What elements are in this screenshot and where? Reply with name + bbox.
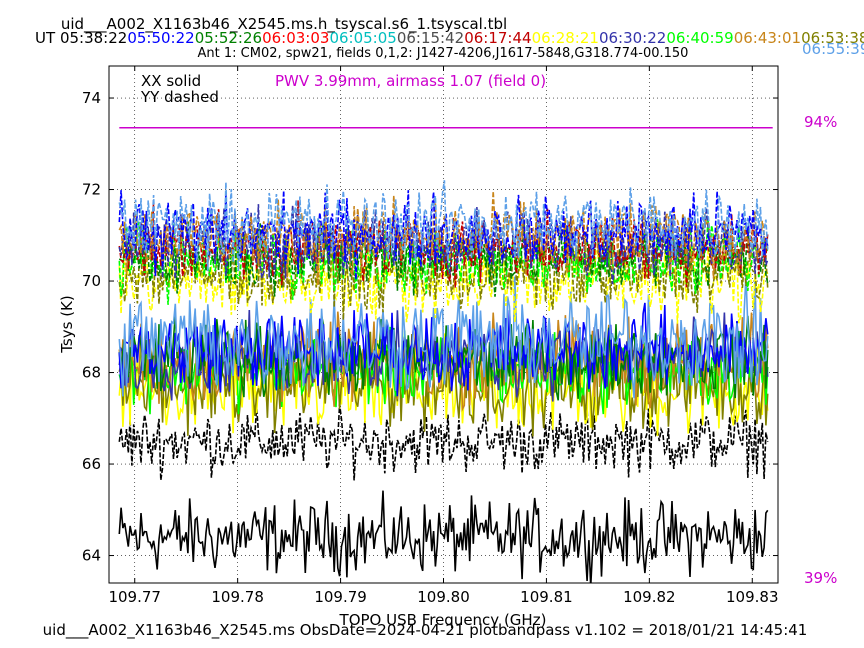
x-tick-label: 109.83	[726, 588, 779, 606]
ut-time-6: 06:17:44	[464, 29, 531, 47]
transmission-bottom-label: 39%	[804, 569, 837, 587]
series-line-14	[118, 200, 769, 288]
ut-time-2: 05:52:26	[195, 29, 262, 47]
series-line-15	[118, 204, 769, 285]
x-tick-label: 109.81	[520, 588, 573, 606]
y-tick-label: 74	[82, 89, 101, 107]
y-tick-label: 70	[82, 272, 101, 290]
series-line-0	[118, 490, 769, 583]
x-tick-label: 109.80	[417, 588, 470, 606]
ut-time-11: 06:53:38	[801, 29, 864, 47]
series-line-18	[118, 180, 769, 272]
x-tick-label: 109.77	[108, 588, 161, 606]
y-axis-label: Tsys (K)	[58, 295, 76, 354]
ut-time-8: 06:30:22	[599, 29, 666, 47]
chart-title: uid___A002_X1163b46_X2545.ms.h_tsyscal.s…	[61, 15, 507, 34]
series-line-9	[118, 274, 769, 399]
y-tick-label: 64	[82, 547, 101, 565]
x-tick-label: 109.82	[623, 588, 676, 606]
y-tick-label: 68	[82, 364, 101, 382]
legend-yy: YY dashed	[140, 88, 219, 106]
y-tick-label: 72	[82, 181, 101, 199]
x-tick-label: 109.79	[314, 588, 367, 606]
ut-time-1: 05:50:22	[127, 29, 194, 47]
ut-time-5: 06:15:42	[397, 29, 464, 47]
x-tick-label: 109.78	[211, 588, 264, 606]
footer-text: uid___A002_X1163b46_X2545.ms ObsDate=202…	[43, 621, 808, 640]
series-line-10	[118, 241, 769, 324]
chart-subtitle: Ant 1: CM02, spw21, fields 0,1,2: J1427-…	[198, 46, 689, 61]
transmission-top-label: 94%	[804, 113, 837, 131]
pwv-annotation: PWV 3.99mm, airmass 1.07 (field 0)	[275, 72, 546, 90]
legend-xx: XX solid	[141, 72, 201, 90]
ut-time-list: UT 05:38:2205:50:2205:52:2606:03:0306:05…	[35, 29, 864, 47]
ut-time-10: 06:43:01	[734, 29, 801, 47]
ut-time-7: 06:28:21	[532, 29, 599, 47]
ut-time-12: 06:55:39	[802, 40, 864, 58]
ut-time-4: 06:05:05	[329, 29, 396, 47]
axis-ticks: 109.77 109.78 109.79 109.80 109.81 109.82 109.…	[82, 66, 779, 606]
y-tick-label: 66	[82, 455, 101, 473]
ut-time-9: 06:40:59	[666, 29, 733, 47]
ut-time-overflow: 06:55:39	[802, 40, 864, 58]
ut-time-0: 05:38:22	[60, 29, 127, 47]
ut-time-3: 06:03:03	[262, 29, 329, 47]
series-group	[118, 127, 773, 583]
x-axis-label: TOPO USB Frequency (GHz)	[339, 611, 547, 629]
ut-label: UT	[35, 29, 56, 47]
series-line-1	[118, 404, 769, 481]
